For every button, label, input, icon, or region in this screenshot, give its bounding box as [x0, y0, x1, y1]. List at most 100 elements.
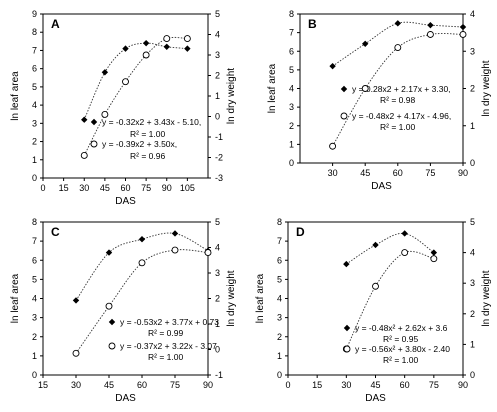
x-axis-label: DAS — [115, 393, 136, 404]
x-tick-label: 75 — [425, 168, 435, 178]
data-point-diamond — [184, 45, 191, 52]
y-left-tick-label: 6 — [32, 64, 37, 74]
y-right-tick-label: -1 — [215, 132, 223, 142]
y-left-tick-label: 2 — [289, 121, 294, 131]
legend-r-squared: R² = 1.00 — [130, 129, 165, 139]
y-right-tick-label: 4 — [215, 30, 220, 40]
trend-line-series-0 — [75, 232, 209, 301]
y-left-tick-label: 5 — [32, 274, 37, 284]
y-right-tick-label: 0 — [215, 345, 220, 355]
x-tick-label: 0 — [40, 183, 45, 193]
data-point-circle — [459, 31, 467, 38]
legend-r-squared: R² = 1.00 — [383, 355, 418, 365]
y-right-tick-label: 0 — [215, 112, 220, 122]
y-left-tick-label: 3 — [32, 313, 37, 323]
x-tick-label: 60 — [393, 168, 403, 178]
x-tick-label: 90 — [162, 183, 172, 193]
x-tick-label: 30 — [328, 168, 338, 178]
plot-frame — [42, 13, 209, 179]
x-tick-label: 15 — [38, 380, 48, 390]
y-left-tick-label: 8 — [289, 9, 294, 19]
y-right-tick-label: 2 — [215, 71, 220, 81]
legend-r-squared: R² = 1.00 — [380, 122, 415, 132]
legend-marker-circle — [340, 112, 348, 120]
data-point-circle — [394, 44, 402, 51]
y-left-tick-label: 1 — [32, 155, 37, 165]
x-tick-label: 75 — [141, 183, 151, 193]
x-axis-label: DAS — [365, 393, 386, 404]
data-point-diamond — [163, 43, 170, 50]
panel-label: B — [308, 17, 317, 31]
y-right-tick-label: 4 — [470, 9, 475, 19]
y-left-tick-label: 5 — [289, 65, 294, 75]
y-left-tick-label: 5 — [277, 274, 282, 284]
panel-label: D — [296, 225, 305, 239]
y-left-tick-label: 7 — [277, 236, 282, 246]
data-point-diamond — [105, 249, 113, 256]
data-point-diamond — [122, 45, 129, 52]
y-left-tick-label: 3 — [277, 313, 282, 323]
y-right-tick-label: -2 — [215, 153, 223, 163]
x-tick-label: 45 — [100, 183, 110, 193]
y-right-axis-label: ln dry weight — [481, 60, 492, 116]
y-left-tick-label: 9 — [32, 9, 37, 19]
y-left-tick-label: 2 — [32, 332, 37, 342]
y-left-tick-label: 3 — [289, 102, 294, 112]
y-right-tick-label: 3 — [215, 50, 220, 60]
x-axis-label: DAS — [115, 196, 136, 207]
data-point-diamond — [394, 20, 401, 27]
y-left-tick-label: 7 — [32, 45, 37, 55]
plot-frame — [42, 221, 209, 376]
data-point-diamond — [101, 69, 109, 76]
y-left-tick-label: 6 — [32, 255, 37, 265]
data-point-circle — [163, 35, 171, 43]
data-point-circle — [122, 78, 129, 86]
x-tick-label: 90 — [203, 380, 213, 390]
data-point-circle — [138, 259, 146, 267]
y-right-tick-label: 5 — [215, 9, 220, 19]
legend-marker-circle — [90, 140, 98, 148]
y-left-tick-label: 0 — [32, 370, 37, 380]
y-right-tick-label: 1 — [215, 319, 220, 329]
legend-r-squared: R² = 0.98 — [380, 95, 415, 105]
legend-r-squared: R² = 1.00 — [148, 352, 183, 362]
legend-equation: y = -0.53x2 + 3.77x + 0.73 — [120, 317, 219, 327]
y-left-tick-label: 0 — [277, 370, 282, 380]
panel-a: 0 15 30 45 60 75 90 1050123456789-3-2-1012345DA… — [10, 9, 237, 207]
y-right-tick-label: 1 — [215, 91, 220, 101]
data-point-diamond — [401, 230, 408, 237]
data-point-diamond — [372, 241, 379, 249]
y-right-axis-label: ln dry weight — [226, 68, 237, 124]
data-point-diamond — [329, 62, 336, 70]
y-right-tick-label: 0 — [470, 370, 475, 380]
legend-marker-circle — [108, 342, 116, 350]
data-point-circle — [105, 302, 113, 310]
x-tick-label: 60 — [400, 380, 410, 390]
y-left-axis-label: ln leaf area — [255, 273, 266, 323]
y-left-tick-label: 1 — [32, 351, 37, 361]
data-point-circle — [204, 249, 212, 257]
data-point-diamond — [72, 297, 80, 304]
x-tick-label: 30 — [341, 380, 351, 390]
data-point-circle — [401, 249, 409, 257]
x-tick-label: 90 — [458, 380, 468, 390]
y-right-tick-label: 4 — [470, 248, 475, 258]
legend-equation: y = -0.48x² + 2.62x + 3.6 — [355, 323, 448, 333]
y-left-tick-label: 5 — [32, 82, 37, 92]
data-point-diamond — [427, 21, 434, 29]
y-right-tick-label: 3 — [470, 278, 475, 288]
y-left-tick-label: 7 — [289, 28, 294, 38]
legend-marker-diamond — [340, 85, 348, 93]
legend-equation: y = -0.48x2 + 4.17x - 4.96, — [352, 111, 451, 121]
data-point-diamond — [459, 23, 467, 31]
y-left-tick-label: 1 — [277, 351, 282, 361]
data-point-diamond — [171, 230, 179, 237]
legend-marker-diamond — [343, 324, 351, 332]
legend-r-squared: R² = 0.95 — [383, 334, 418, 344]
y-left-tick-label: 2 — [32, 137, 37, 147]
x-tick-label: 45 — [104, 380, 114, 390]
y-right-tick-label: 3 — [470, 46, 475, 56]
